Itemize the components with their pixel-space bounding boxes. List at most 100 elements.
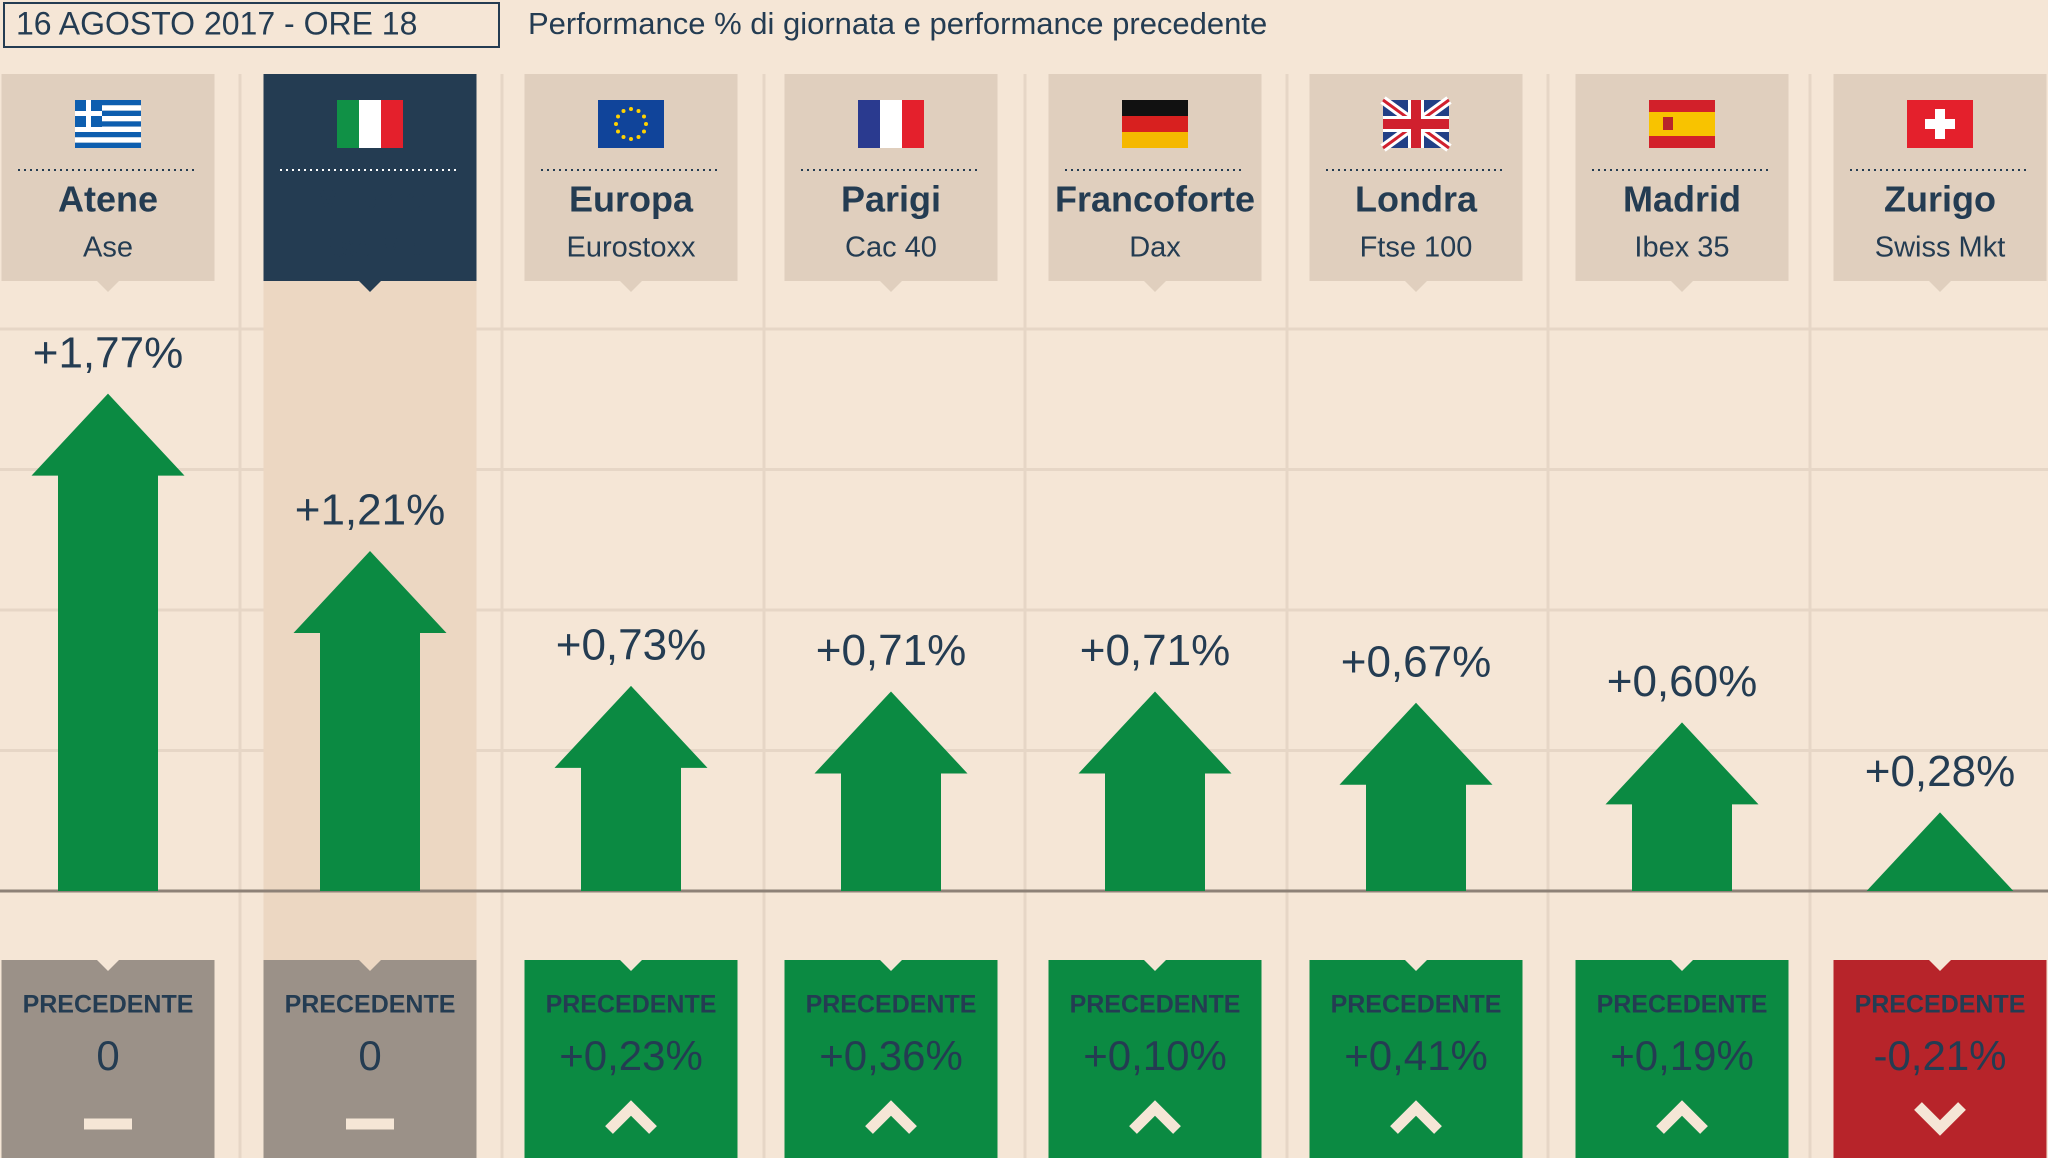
index-name: Dax — [1129, 232, 1181, 264]
box-notch — [359, 960, 381, 971]
title-box — [3, 2, 500, 48]
card-pointer — [620, 281, 642, 292]
previous-box — [1048, 960, 1262, 1158]
flag-stripe — [880, 100, 902, 148]
trend-icon — [605, 1100, 657, 1134]
flag-stripe — [902, 100, 924, 148]
trend-icon — [865, 1100, 917, 1134]
box-notch — [880, 960, 902, 971]
flag-stripe — [858, 100, 880, 148]
previous-value: +0,10% — [1083, 1032, 1227, 1079]
flag-stripe — [75, 121, 141, 127]
market-name: Zurigo — [1884, 179, 1996, 220]
flag-star — [636, 134, 641, 139]
flag-star — [629, 137, 633, 141]
arrow-bar — [31, 393, 185, 891]
index-name: Ase — [83, 232, 133, 264]
flag-star — [641, 114, 646, 119]
card-pointer — [1405, 281, 1427, 292]
box-notch — [1929, 960, 1951, 971]
flag — [858, 100, 924, 148]
arrow-bar — [1339, 702, 1493, 891]
value-label: +0,28% — [1865, 747, 2015, 796]
previous-label: PRECEDENTE — [1597, 991, 1768, 1019]
previous-box — [1309, 960, 1523, 1158]
box-notch — [1144, 960, 1166, 971]
value-label: +0,71% — [1080, 626, 1230, 675]
flag — [1380, 96, 1452, 152]
previous-label: PRECEDENTE — [1331, 991, 1502, 1019]
previous-label: PRECEDENTE — [806, 991, 977, 1019]
card-pointer — [97, 281, 119, 292]
flag-stripe — [1649, 112, 1715, 136]
flag-star — [629, 107, 633, 111]
index-name: Ftse 100 — [1360, 232, 1473, 264]
flag-stripe — [75, 126, 141, 132]
previous-label: PRECEDENTE — [285, 991, 456, 1019]
flag-cross — [75, 111, 102, 116]
flag-stripe — [1122, 132, 1188, 148]
previous-value: +0,41% — [1344, 1032, 1488, 1079]
market-name: Parigi — [841, 179, 941, 220]
flag-stripe — [75, 116, 141, 122]
flag — [598, 100, 664, 148]
arrow-bar — [1078, 691, 1232, 891]
chart-title: 16 AGOSTO 2017 - ORE 18 — [16, 5, 417, 41]
card-pointer — [1671, 281, 1693, 292]
market-name: Madrid — [1623, 179, 1741, 220]
flag-stripe — [75, 137, 141, 143]
market-name: Atene — [58, 179, 158, 220]
market-name: Francoforte — [1055, 179, 1255, 220]
flag-stripe — [1122, 100, 1188, 116]
previous-box — [524, 960, 738, 1158]
previous-value: +0,23% — [559, 1032, 703, 1079]
flag-star — [636, 109, 641, 114]
flag-emblem — [1663, 117, 1673, 130]
box-notch — [620, 960, 642, 971]
trend-icon — [1914, 1102, 1966, 1136]
card-pointer — [1144, 281, 1166, 292]
arrow-bar — [1866, 812, 2014, 891]
flag-stripe — [75, 110, 141, 116]
box-notch — [97, 960, 119, 971]
index-name: Eurostoxx — [567, 232, 696, 264]
trend-icon — [1390, 1100, 1442, 1134]
flag-stripe — [337, 100, 359, 148]
arrow-bar — [554, 685, 708, 891]
card-pointer — [359, 281, 381, 292]
flag-star — [621, 134, 626, 139]
flag-star — [616, 129, 621, 134]
arrow-bar — [814, 691, 968, 891]
previous-value: +0,19% — [1610, 1032, 1754, 1079]
card-pointer — [1929, 281, 1951, 292]
value-label: +1,21% — [295, 486, 445, 535]
market-name: Milano — [313, 179, 427, 220]
flag-stripe — [1122, 116, 1188, 132]
flag-star — [641, 129, 646, 134]
flag-star — [621, 109, 626, 114]
flag-stripe — [75, 132, 141, 138]
flag-stripe — [75, 105, 141, 111]
trend-icon — [1656, 1100, 1708, 1134]
value-label: +0,73% — [556, 620, 706, 669]
value-label: +0,71% — [816, 626, 966, 675]
flag-star — [614, 122, 618, 126]
flag — [1649, 100, 1715, 148]
market-name: Londra — [1355, 179, 1478, 220]
index-name: Swiss Mkt — [1875, 232, 2006, 264]
arrow-bar — [1605, 722, 1759, 891]
previous-box — [784, 960, 998, 1158]
card-pointer — [880, 281, 902, 292]
flag-cross — [1925, 119, 1955, 129]
trend-icon — [1129, 1100, 1181, 1134]
previous-value: 0 — [96, 1032, 119, 1079]
previous-label: PRECEDENTE — [546, 991, 717, 1019]
chart-subtitle: Performance % di giornata e performance … — [528, 6, 1267, 41]
flag-stripe — [359, 100, 381, 148]
flag — [1122, 100, 1188, 148]
box-notch — [1671, 960, 1693, 971]
flag — [75, 100, 141, 148]
value-label: +0,60% — [1607, 657, 1757, 706]
flag — [1907, 100, 1973, 148]
